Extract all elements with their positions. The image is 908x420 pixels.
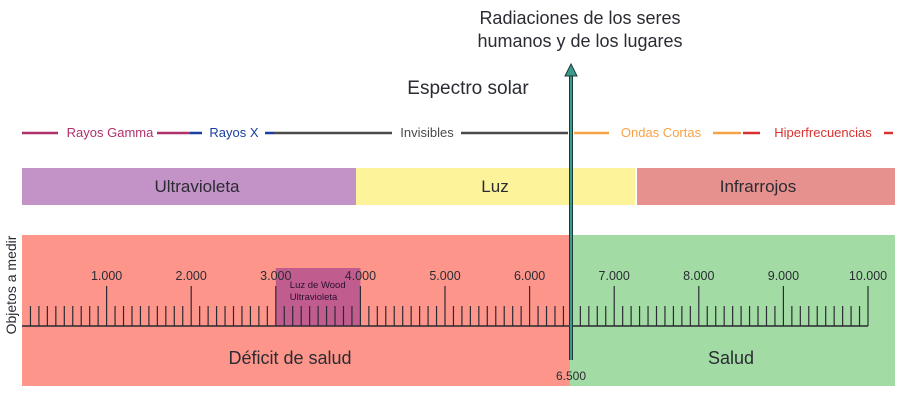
- zone-deficit-label: Déficit de salud: [228, 348, 351, 368]
- range-xray: Rayos X: [209, 125, 258, 140]
- range-shortwave: Ondas Cortas: [621, 125, 702, 140]
- threshold-arrow: [564, 62, 578, 360]
- highlight-line-2: Ultravioleta: [290, 292, 338, 303]
- range-gamma: Rayos Gamma: [67, 125, 154, 140]
- band-uv-label: Ultravioleta: [154, 177, 240, 196]
- tick-label: 6.000: [514, 269, 545, 283]
- tick-label: 8.000: [683, 269, 714, 283]
- band-light: [356, 168, 635, 205]
- spectrum-title: Espectro solar: [407, 78, 529, 99]
- range-invisible: Invisibles: [400, 125, 454, 140]
- tick-label: 7.000: [599, 269, 630, 283]
- tick-label: 1.000: [91, 269, 122, 283]
- band-ir-label: Infrarrojos: [720, 177, 797, 196]
- title-line-1: Radiaciones de los seres: [479, 8, 680, 28]
- side-label: Objetos a medir: [3, 235, 19, 334]
- tick-label: 10.000: [849, 269, 887, 283]
- band-ir: [637, 168, 895, 205]
- scale-ticks: 1.000 2.000 3.000 4.000 5.000 6.000 7.000 8.000…: [22, 269, 887, 327]
- zone-health-label: Salud: [708, 348, 754, 368]
- tick-label: 5.000: [429, 269, 460, 283]
- tick-label: 3.000: [260, 269, 291, 283]
- tick-label: 9.000: [768, 269, 799, 283]
- tick-label: 4.000: [345, 269, 376, 283]
- tick-label: 2.000: [176, 269, 207, 283]
- band-light-label: Luz: [481, 177, 508, 196]
- title-line-2: humanos y de los lugares: [477, 31, 682, 51]
- band-uv: [22, 168, 356, 205]
- arrow-head-icon: [564, 62, 578, 77]
- threshold-label: 6.500: [556, 369, 586, 383]
- highlight-line-1: Luz de Wood: [290, 280, 346, 291]
- range-hf: Hiperfrecuencias: [774, 125, 872, 140]
